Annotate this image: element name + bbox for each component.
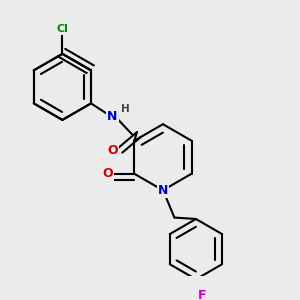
Text: N: N [158, 184, 168, 197]
Text: N: N [107, 110, 118, 123]
Text: O: O [108, 144, 118, 157]
Text: O: O [102, 167, 112, 180]
Text: H: H [121, 104, 130, 114]
Text: Cl: Cl [56, 24, 68, 34]
Text: F: F [198, 290, 206, 300]
